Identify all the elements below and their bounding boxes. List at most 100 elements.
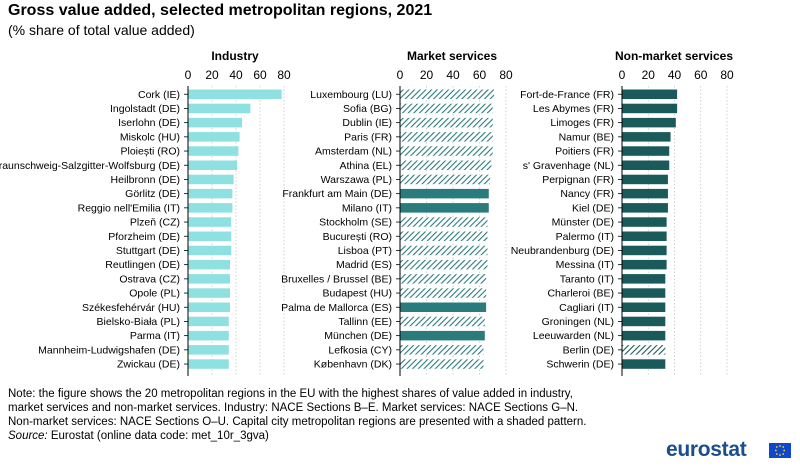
category-label: Nancy (FR): [560, 188, 614, 200]
tick-label: 0: [397, 68, 404, 82]
category-label: Warszawa (PL): [321, 174, 392, 186]
bar: [622, 302, 666, 312]
eu-flag-icon: [769, 443, 791, 458]
bar: [622, 359, 666, 369]
category-label: Les Abymes (FR): [533, 103, 614, 115]
bar: [622, 132, 671, 142]
bar: [400, 330, 485, 341]
bar: [622, 345, 666, 355]
tick-label: 60: [694, 68, 708, 82]
category-label: Perpignan (FR): [542, 174, 614, 186]
bar: [400, 316, 485, 327]
category-label: Lisboa (PT): [338, 245, 392, 257]
tick-label: 20: [205, 68, 219, 82]
category-label: Bielsko-Biała (PL): [97, 316, 180, 328]
category-label: Plzeň (CZ): [130, 217, 180, 229]
tick-label: 80: [499, 68, 513, 82]
category-label: Charleroi (BE): [547, 288, 614, 300]
bar: [188, 188, 233, 199]
category-label: Namur (BE): [559, 131, 614, 143]
bar: [622, 274, 666, 284]
page-subtitle: (% share of total value added): [8, 22, 195, 38]
tick-label: 80: [277, 68, 291, 82]
bar: [188, 302, 230, 312]
tick-label: 20: [420, 68, 434, 82]
category-label: Budapest (HU): [323, 288, 392, 300]
bar: [622, 316, 666, 327]
bar: [188, 89, 282, 99]
eurostat-logo: eurostat: [666, 438, 792, 464]
bar: [622, 330, 666, 341]
category-label: Miskolc (HU): [120, 131, 180, 143]
note-line-2: market services and non-market services.…: [8, 402, 579, 414]
bar: [622, 188, 668, 199]
tick-label: 20: [642, 68, 656, 82]
category-label: Messina (IT): [556, 259, 614, 271]
category-label: København (DK): [314, 359, 392, 371]
bar: [188, 103, 251, 114]
bar: [400, 259, 488, 270]
category-label: Poitiers (FR): [555, 146, 614, 158]
category-label: Frankfurt am Main (DE): [282, 188, 392, 200]
category-label: Kiel (DE): [572, 202, 614, 214]
category-label: București (RO): [323, 231, 392, 243]
category-label: Paris (FR): [344, 131, 392, 143]
bar: [188, 146, 239, 156]
category-label: Lefkosia (CY): [328, 344, 392, 356]
category-label: Stockholm (SE): [319, 217, 392, 229]
category-label: Bruxelles / Brussel (BE): [281, 273, 392, 285]
tick-label: 0: [619, 68, 626, 82]
bar: [188, 316, 229, 327]
bar: [400, 203, 489, 213]
source-text: Eurostat (online data code: met_10r_3gva…: [47, 430, 269, 442]
note-line-3: Non-market services: NACE Sections O–U. …: [8, 416, 587, 428]
category-label: München (DE): [324, 330, 392, 342]
category-label: Luxembourg (LU): [310, 89, 392, 101]
bar: [622, 174, 668, 185]
bar: [622, 160, 670, 170]
bar: [188, 245, 232, 256]
bar: [400, 103, 493, 114]
category-label: Madrid (ES): [336, 259, 392, 271]
bar: [622, 231, 667, 241]
category-label: Schwerin (DE): [546, 359, 614, 371]
bar: [188, 345, 229, 355]
bar: [188, 174, 234, 185]
category-label: Palermo (IT): [556, 231, 614, 243]
category-label: Zwickau (DE): [117, 359, 180, 371]
category-label: Berlin (DE): [563, 344, 614, 356]
source-label: Source:: [8, 430, 48, 442]
category-label: Tallinn (EE): [338, 316, 392, 328]
category-label: Leeuwarden (NL): [533, 330, 614, 342]
category-label: Fort-de-France (FR): [520, 89, 614, 101]
chart-area: Industry 0 20 40 60 80 Cork (IE) Ingolstadt (DE…: [0, 49, 734, 376]
category-label: Székesfehérvár (HU): [82, 302, 180, 314]
bar: [400, 174, 491, 185]
bar: [400, 217, 488, 227]
category-label: Neubrandenburg (DE): [511, 245, 614, 257]
bar: [622, 146, 670, 156]
tick-label: 80: [720, 68, 734, 82]
tick-label: 0: [185, 68, 192, 82]
bar: [188, 231, 232, 241]
tick-label: 60: [473, 68, 487, 82]
category-label: Ingolstadt (DE): [110, 103, 180, 115]
category-label: Münster (DE): [552, 217, 614, 229]
category-label: Görlitz (DE): [125, 188, 180, 200]
bar: [400, 345, 484, 355]
bar: [400, 146, 493, 156]
category-label: Mannheim-Ludwigshafen (DE): [38, 344, 180, 356]
bar: [188, 117, 242, 128]
category-label: Opole (PL): [129, 288, 180, 300]
bar: [400, 359, 484, 369]
tick-label: 40: [446, 68, 460, 82]
panel-title-industry: Industry: [211, 49, 259, 63]
panel-industry: Industry 0 20 40 60 80 Cork (IE) Ingolstadt (DE…: [0, 49, 291, 376]
category-label: Reggio nell'Emilia (IT): [78, 202, 180, 214]
bar: [622, 217, 667, 227]
bar: [622, 103, 678, 114]
category-label: Cagliari (IT): [559, 302, 614, 314]
bar: [622, 259, 667, 270]
tick-label: 60: [253, 68, 267, 82]
